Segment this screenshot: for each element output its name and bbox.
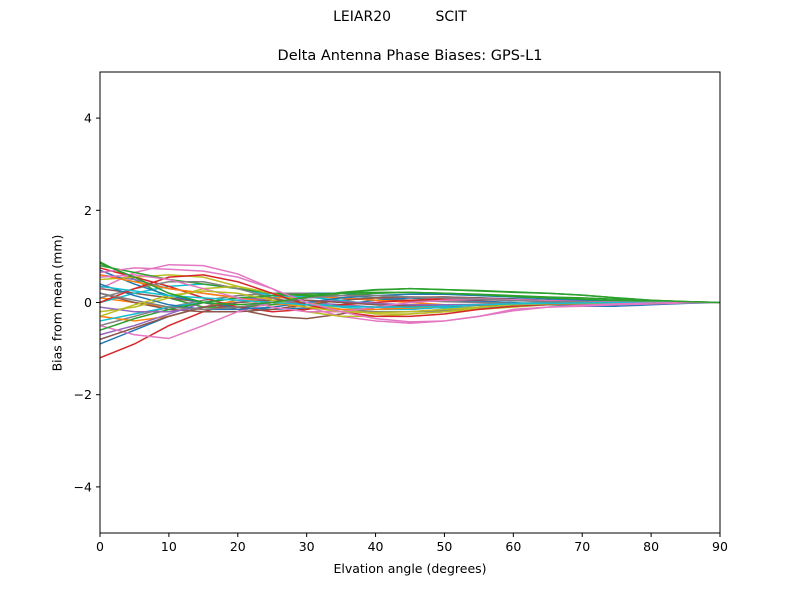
x-tick-label: 10: [161, 539, 177, 554]
y-tick-label: −4: [74, 479, 92, 494]
series-line-32: [99, 262, 721, 306]
series-line-7: [99, 263, 721, 324]
x-axis-label: Elvation angle (degrees): [333, 561, 487, 576]
y-tick-label: 0: [84, 295, 92, 310]
series-line-30: [99, 285, 720, 308]
figure-suptitle: LEIAR20 SCIT: [333, 9, 467, 25]
chart-title: Delta Antenna Phase Biases: GPS-L1: [277, 48, 543, 64]
x-tick-label: 0: [96, 539, 104, 554]
x-axis-ticks: 0 10 20 30 40 50 60 70 80 90: [96, 533, 728, 554]
x-tick-label: 30: [299, 539, 315, 554]
y-tick-label: 2: [84, 203, 92, 218]
x-tick-label: 90: [712, 539, 728, 554]
x-tick-label: 80: [643, 539, 659, 554]
x-tick-label: 60: [505, 539, 521, 554]
y-tick-label: 4: [84, 111, 92, 126]
y-axis-label: Bias from mean (mm): [49, 234, 65, 372]
x-tick-label: 40: [368, 539, 384, 554]
series-line-31: [99, 267, 720, 323]
x-tick-label: 70: [574, 539, 590, 554]
y-tick-label: −2: [74, 387, 92, 402]
y-axis-ticks: −4 −2 0 2 4: [74, 111, 100, 494]
x-tick-label: 20: [230, 539, 246, 554]
x-tick-label: 50: [436, 539, 452, 554]
series-layer: [99, 261, 721, 359]
